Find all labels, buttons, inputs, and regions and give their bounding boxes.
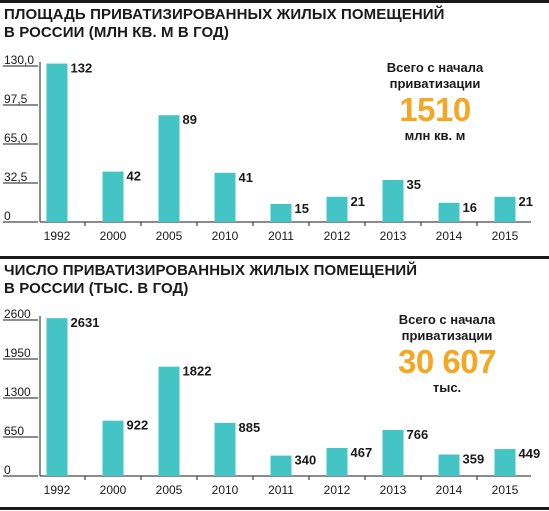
chart-2-title-line-1: ЧИСЛО ПРИВАТИЗИРОВАННЫХ ЖИЛЫХ ПОМЕЩЕНИЙ bbox=[4, 262, 418, 279]
chart-2-total-box: Всего с начала приватизации 30 607 тыс. bbox=[372, 312, 522, 396]
chart-2-bar-2011 bbox=[270, 455, 292, 476]
chart-2-bar-2014 bbox=[438, 454, 460, 476]
chart-2-bar-1992 bbox=[46, 318, 68, 476]
chart-1-value-label-2000: 42 bbox=[127, 169, 141, 184]
chart-1-bar-2014 bbox=[438, 202, 460, 222]
chart-2-x-tick-label-2005: 2005 bbox=[156, 483, 183, 497]
chart-1-value-label-1992: 132 bbox=[71, 61, 93, 76]
chart-2-x-tick-label-2000: 2000 bbox=[100, 483, 127, 497]
chart-2-bar-2013 bbox=[382, 430, 404, 476]
chart-1-bar-2015 bbox=[494, 196, 516, 222]
top-rule bbox=[0, 0, 549, 3]
chart-1-x-tick-label-2012: 2012 bbox=[324, 229, 351, 243]
chart-1-bar-1992 bbox=[46, 63, 68, 222]
chart-2-bar-2010 bbox=[214, 422, 236, 476]
middle-rule bbox=[0, 256, 549, 259]
chart-2-value-label-2012: 467 bbox=[351, 445, 373, 460]
chart-1-x-tick-label-2011: 2011 bbox=[268, 229, 294, 243]
chart-1-bar-2005 bbox=[158, 115, 180, 222]
chart-2-y-tick-label: 1300 bbox=[4, 385, 31, 399]
chart-2-value-label-2000: 922 bbox=[127, 418, 149, 433]
chart-1-x-tick-label-2013: 2013 bbox=[380, 229, 407, 243]
chart-1-total-label-line-1: Всего с начала bbox=[386, 60, 484, 75]
chart-1-bar-2010 bbox=[214, 172, 236, 222]
bottom-rule bbox=[0, 507, 549, 510]
chart-2-bar-2005 bbox=[158, 366, 180, 476]
chart-1-bar-2011 bbox=[270, 204, 292, 222]
chart-2-area-chart: 0 650 1300 1950 2600 2631 1992 922 2000 1822 2005 8… bbox=[3, 307, 541, 497]
chart-2-value-label-2013: 766 bbox=[407, 427, 429, 442]
chart-2-total-unit: тыс. bbox=[432, 380, 462, 395]
chart-1-title-line-2: В РОССИИ (МЛН КВ. М В ГОД) bbox=[4, 24, 229, 41]
chart-1-bar-2013 bbox=[382, 180, 404, 222]
chart-1-bar-2000 bbox=[102, 171, 124, 222]
chart-2-x-tick-label-2013: 2013 bbox=[380, 483, 407, 497]
chart-2-total-label-line-1: Всего с начала bbox=[398, 312, 496, 327]
chart-2-y-tick-label: 1950 bbox=[4, 346, 31, 360]
chart-1-x-tick-label-2005: 2005 bbox=[156, 229, 183, 243]
chart-1-x-tick-label-2000: 2000 bbox=[100, 229, 127, 243]
chart-1-x-tick-label-2015: 2015 bbox=[492, 229, 519, 243]
chart-2-value-label-2005: 1822 bbox=[183, 364, 212, 379]
chart-2-value-label-2014: 359 bbox=[463, 451, 485, 466]
chart-1-value-label-2011: 15 bbox=[295, 201, 309, 216]
chart-1-bar-2012 bbox=[326, 196, 348, 222]
chart-2-value-label-1992: 2631 bbox=[71, 315, 100, 330]
chart-1-y-tick-label: 97,5 bbox=[4, 92, 28, 106]
chart-1-value-label-2014: 16 bbox=[463, 200, 477, 215]
chart-1-total-unit: млн кв. м bbox=[404, 128, 466, 143]
chart-2-y-tick-label: 650 bbox=[4, 424, 24, 438]
chart-1-value-label-2015: 21 bbox=[519, 194, 533, 209]
chart-1-x-tick-label-2014: 2014 bbox=[436, 229, 463, 243]
chart-2-total-value: 30 607 bbox=[398, 343, 496, 380]
chart-1-title-line-1: ПЛОЩАДЬ ПРИВАТИЗИРОВАННЫХ ЖИЛЫХ ПОМЕЩЕНИ… bbox=[4, 6, 445, 23]
chart-2-value-label-2010: 885 bbox=[239, 420, 261, 435]
chart-1-title: ПЛОЩАДЬ ПРИВАТИЗИРОВАННЫХ ЖИЛЫХ ПОМЕЩЕНИ… bbox=[4, 6, 445, 42]
chart-2-x-tick-label-1992: 1992 bbox=[44, 483, 71, 497]
chart-1-value-label-2013: 35 bbox=[407, 177, 421, 192]
chart-2-x-tick-label-2015: 2015 bbox=[492, 483, 519, 497]
chart-1-value-label-2010: 41 bbox=[239, 170, 253, 185]
chart-1-y-tick-label: 32,5 bbox=[4, 170, 28, 184]
chart-2-bar-2015 bbox=[494, 449, 516, 476]
chart-2-y-tick-label: 0 bbox=[4, 463, 11, 477]
chart-2-x-tick-label-2014: 2014 bbox=[436, 483, 463, 497]
chart-1-total-box: Всего с начала приватизации 1510 млн кв.… bbox=[360, 60, 510, 144]
chart-2-bar-2012 bbox=[326, 447, 348, 476]
chart-1-total-value: 1510 bbox=[399, 91, 471, 128]
chart-1-total-label-line-2: приватизации bbox=[389, 76, 481, 91]
chart-1-area-chart: 0 32,5 65,0 97,5 130,0 132 1992 42 2000 89 2005 41 2… bbox=[3, 53, 533, 243]
chart-2-total-label-line-2: приватизации bbox=[401, 328, 493, 343]
chart-1-value-label-2012: 21 bbox=[351, 194, 365, 209]
chart-1-y-tick-label: 130,0 bbox=[4, 53, 34, 67]
chart-2-title-line-2: В РОССИИ (ТЫС. В ГОД) bbox=[4, 280, 189, 297]
chart-2-y-tick-label: 2600 bbox=[4, 307, 31, 321]
chart-1-value-label-2005: 89 bbox=[183, 112, 197, 127]
chart-1-y-tick-label: 0 bbox=[4, 209, 11, 223]
chart-2-bar-2000 bbox=[102, 420, 124, 476]
chart-2-value-label-2011: 340 bbox=[295, 453, 317, 468]
chart-2-title: ЧИСЛО ПРИВАТИЗИРОВАННЫХ ЖИЛЫХ ПОМЕЩЕНИЙ … bbox=[4, 262, 417, 298]
chart-1-y-tick-label: 65,0 bbox=[4, 131, 28, 145]
chart-2-x-tick-label-2010: 2010 bbox=[212, 483, 239, 497]
chart-2-x-tick-label-2012: 2012 bbox=[324, 483, 351, 497]
chart-1-x-tick-label-2010: 2010 bbox=[212, 229, 239, 243]
chart-2-value-label-2015: 449 bbox=[519, 446, 541, 461]
chart-2-x-tick-label-2011: 2011 bbox=[268, 483, 294, 497]
chart-1-x-tick-label-1992: 1992 bbox=[44, 229, 71, 243]
